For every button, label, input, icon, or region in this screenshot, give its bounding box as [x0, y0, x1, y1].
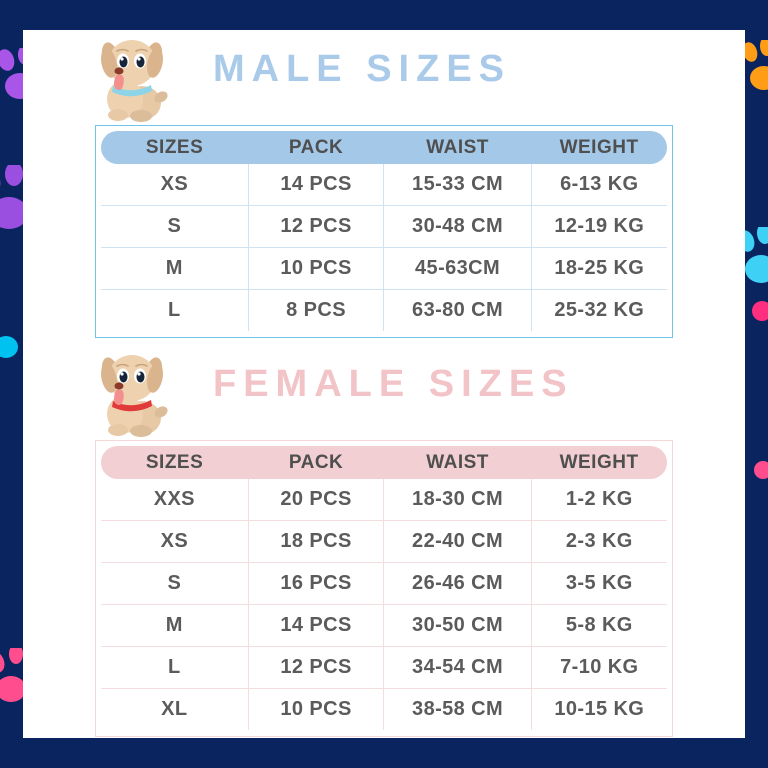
cell-pack: 8 PCS: [248, 289, 385, 331]
cell-waist: 22-40 CM: [383, 520, 532, 563]
cell-size: XL: [101, 688, 249, 730]
paw-print-icon: [752, 295, 768, 327]
cell-size: S: [101, 562, 249, 605]
cell-pack: 14 PCS: [248, 164, 385, 206]
paw-print-icon: [0, 330, 24, 364]
cell-size: XXS: [101, 479, 249, 521]
table-row: L 8 PCS 63-80 CM 25-32 KG: [101, 289, 667, 331]
cell-size: XS: [101, 520, 249, 563]
cell-weight: 5-8 KG: [531, 604, 667, 647]
cell-weight: 12-19 KG: [531, 205, 667, 248]
cell-size: M: [101, 604, 249, 647]
cell-size: L: [101, 646, 249, 689]
cell-pack: 14 PCS: [248, 604, 385, 647]
male-header-pill: [101, 131, 667, 164]
cell-weight: 25-32 KG: [554, 299, 645, 321]
column-header-weight: WEIGHT: [559, 136, 639, 158]
cell-size: M: [101, 247, 249, 290]
table-row: XS 18 PCS 22-40 CM 2-3 KG: [101, 520, 667, 563]
female-header-pill: [101, 446, 667, 479]
cell-waist: 15-33 CM: [383, 164, 532, 206]
male-section-title: MALE SIZES: [213, 48, 512, 90]
cell-weight: 6-13 KG: [531, 164, 667, 206]
male-size-table: SIZES PACK WAIST WEIGHT XS 14 PCS 15-33 …: [101, 131, 667, 331]
cell-waist: 38-58 CM: [383, 688, 532, 730]
female-size-table-container: SIZES PACK WAIST WEIGHT XXS 20 PCS 18-30…: [95, 440, 673, 737]
male-size-table-container: SIZES PACK WAIST WEIGHT XS 14 PCS 15-33 …: [95, 125, 673, 338]
cell-weight: 3-5 KG: [531, 562, 667, 605]
table-row: M 10 PCS 45-63CM 18-25 KG: [101, 247, 667, 290]
table-row: S 16 PCS 26-46 CM 3-5 KG: [101, 562, 667, 605]
cell-waist: 30-48 CM: [383, 205, 532, 248]
cell-size: XS: [101, 164, 249, 206]
puppy-icon: [95, 348, 171, 440]
table-row: L 12 PCS 34-54 CM 7-10 KG: [101, 646, 667, 689]
table-row: XS 14 PCS 15-33 CM 6-13 KG: [101, 164, 667, 206]
paw-print-icon: [754, 455, 768, 485]
cell-waist: 45-63CM: [383, 247, 532, 290]
chart-card: MALE SIZES SIZES PACK WAIST WEIGHT: [23, 30, 745, 738]
female-size-section: FEMALE SIZES SIZES PACK WAIST WEIGHT: [23, 345, 745, 737]
cell-waist: 26-46 CM: [383, 562, 532, 605]
table-header-row: SIZES PACK WAIST WEIGHT: [101, 131, 667, 164]
table-row: S 12 PCS 30-48 CM 12-19 KG: [101, 205, 667, 248]
table-header-row: SIZES PACK WAIST WEIGHT: [101, 446, 667, 479]
cell-weight: 2-3 KG: [531, 520, 667, 563]
cell-waist: 30-50 CM: [383, 604, 532, 647]
column-header-pack: PACK: [288, 451, 344, 473]
male-size-section: MALE SIZES SIZES PACK WAIST WEIGHT: [23, 30, 745, 338]
cell-waist: 63-80 CM: [383, 289, 532, 331]
cell-waist: 34-54 CM: [383, 646, 532, 689]
male-section-header: MALE SIZES: [23, 30, 745, 125]
cell-weight: 10-15 KG: [554, 698, 645, 720]
cell-pack: 16 PCS: [248, 562, 385, 605]
puppy-icon: [95, 33, 171, 125]
cell-pack: 20 PCS: [248, 479, 385, 521]
cell-weight: 1-2 KG: [531, 479, 667, 521]
cell-size: S: [101, 205, 249, 248]
cell-pack: 12 PCS: [248, 205, 385, 248]
cell-pack: 10 PCS: [248, 688, 385, 730]
column-header-waist: WAIST: [426, 136, 489, 158]
table-row: M 14 PCS 30-50 CM 5-8 KG: [101, 604, 667, 647]
cell-size: L: [101, 289, 249, 331]
cell-pack: 12 PCS: [248, 646, 385, 689]
column-header-waist: WAIST: [426, 451, 489, 473]
column-header-sizes: SIZES: [145, 136, 204, 158]
column-header-pack: PACK: [288, 136, 344, 158]
cell-weight: 18-25 KG: [531, 247, 667, 290]
cell-pack: 18 PCS: [248, 520, 385, 563]
column-header-weight: WEIGHT: [559, 451, 639, 473]
cell-pack: 10 PCS: [248, 247, 385, 290]
female-size-table: SIZES PACK WAIST WEIGHT XXS 20 PCS 18-30…: [101, 446, 667, 730]
table-row: XXS 20 PCS 18-30 CM 1-2 KG: [101, 479, 667, 521]
female-section-header: FEMALE SIZES: [23, 345, 745, 440]
cell-weight: 7-10 KG: [531, 646, 667, 689]
column-header-sizes: SIZES: [145, 451, 204, 473]
female-section-title: FEMALE SIZES: [213, 363, 574, 405]
table-row: XL 10 PCS 38-58 CM 10-15 KG: [101, 688, 667, 730]
cell-waist: 18-30 CM: [383, 479, 532, 521]
